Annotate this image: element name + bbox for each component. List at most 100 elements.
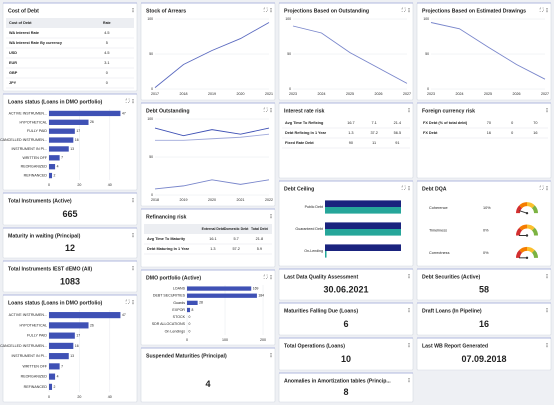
bar	[49, 155, 60, 161]
cell: 7.1	[371, 121, 376, 125]
kpi-value: 07.09.2018	[461, 354, 506, 364]
bar	[49, 312, 121, 319]
value-label: 26	[90, 323, 94, 327]
card-title: DMO portfolio (Active)	[146, 275, 201, 281]
menu-dot	[546, 189, 548, 191]
row-label: Fixed Rate Debt	[285, 141, 314, 145]
card-title: Total Instruments IEST dEMO (All)	[8, 266, 92, 272]
x-tick-label: 2017	[151, 92, 159, 96]
cell: 70	[487, 121, 491, 125]
gauge-band	[531, 250, 538, 259]
x-tick-label: 2026	[375, 92, 383, 96]
gauge-band	[516, 227, 523, 236]
kpi-value: 1083	[60, 276, 80, 286]
menu-dot	[132, 100, 134, 102]
expand-icon[interactable]	[539, 7, 544, 12]
x-tick-label: 20	[77, 183, 81, 187]
menu-dot	[546, 344, 548, 346]
cell: 4.5	[104, 31, 109, 35]
menu-dot	[546, 309, 548, 311]
gauge-band	[519, 202, 528, 209]
expand-icon[interactable]	[263, 7, 268, 12]
bar	[325, 222, 401, 229]
expand-icon[interactable]	[401, 7, 406, 12]
menu-dot	[546, 9, 548, 11]
category-label: ACTIVE INSTRUMEN...	[9, 313, 47, 317]
value-label: 7	[61, 156, 63, 160]
x-tick-label: 0	[186, 338, 188, 342]
cell: 5	[106, 41, 108, 45]
menu-dot	[408, 189, 410, 191]
category-label: LOANS	[173, 287, 186, 291]
value-label: 13	[70, 354, 74, 358]
bar	[49, 373, 56, 380]
expand-icon[interactable]	[401, 185, 406, 190]
expand-icon[interactable]	[263, 107, 268, 112]
menu-dot	[132, 201, 134, 203]
line-series	[155, 133, 270, 141]
value-label: 13	[70, 147, 74, 151]
cell: 57.2	[232, 247, 239, 251]
y-tick-label: 50	[425, 52, 429, 56]
cell: 5.7	[233, 237, 238, 241]
menu-dot	[546, 187, 548, 189]
card-title: Foreign currency risk	[422, 108, 475, 114]
menu-dot	[546, 307, 548, 310]
value-label: 17	[76, 129, 80, 133]
card-title: Debt DQA	[422, 186, 447, 192]
menu-dot	[408, 275, 410, 277]
x-tick-label: 2024	[318, 92, 326, 96]
menu-dot	[270, 274, 272, 277]
x-tick-label: 2023	[427, 92, 435, 96]
bar	[49, 383, 53, 390]
value-label: 4	[57, 375, 59, 379]
card-title: Draft Loans (In Pipeline)	[422, 308, 482, 314]
menu-dot	[546, 311, 548, 313]
menu-dot	[132, 199, 134, 201]
menu-dot	[408, 11, 410, 13]
menu-dot	[270, 9, 272, 11]
menu-dot	[546, 275, 548, 277]
menu-dot	[408, 344, 410, 346]
gauge-hub	[525, 211, 529, 215]
menu-dot	[408, 379, 410, 381]
value-label: 16	[75, 138, 79, 142]
line-series	[292, 25, 408, 84]
category-label: HYPOTHETICAL	[19, 120, 47, 124]
category-label: WRITTEN OFF	[22, 364, 47, 368]
cell: 70	[533, 121, 537, 125]
category-label: REORGANIZED	[21, 165, 48, 169]
table-header: External Debt	[202, 227, 225, 231]
menu-dot	[270, 217, 272, 219]
menu-dot	[408, 342, 410, 345]
value-label: 26	[90, 120, 94, 124]
category-label: CANCELLED INSTRUMEN...	[0, 344, 47, 348]
row-label: Avg Time To Refixing	[285, 121, 324, 125]
kpi-value: 6	[343, 319, 348, 329]
x-tick-label: 2020	[208, 198, 216, 202]
menu-dot	[546, 273, 548, 276]
expand-icon[interactable]	[125, 98, 130, 103]
row-label: GBP	[9, 71, 18, 75]
y-tick-label: 100	[423, 17, 429, 21]
gauge-band	[531, 227, 538, 236]
x-tick-label: 2022	[265, 198, 273, 202]
expand-icon[interactable]	[263, 274, 268, 279]
category-label: INSTRUMENT IN PI...	[12, 354, 47, 358]
bar	[325, 251, 327, 258]
menu-dot	[408, 277, 410, 279]
bar	[49, 146, 69, 152]
gauge-hub	[525, 256, 529, 260]
expand-icon[interactable]	[125, 299, 130, 304]
card-title: Stock of Arrears	[146, 8, 186, 14]
value-label: 0	[189, 329, 191, 333]
x-tick-label: 2027	[403, 92, 411, 96]
y-tick-label: 50	[287, 52, 291, 56]
row-label: Debt Refixing In 1 Year	[285, 131, 327, 135]
cell: 16.7	[347, 121, 354, 125]
expand-icon[interactable]	[539, 185, 544, 190]
bar	[49, 110, 121, 117]
x-tick-label: 2020	[237, 92, 245, 96]
card-title: Maturities Falling Due (Loans)	[284, 308, 358, 314]
category-label: EXPOR	[172, 308, 185, 312]
